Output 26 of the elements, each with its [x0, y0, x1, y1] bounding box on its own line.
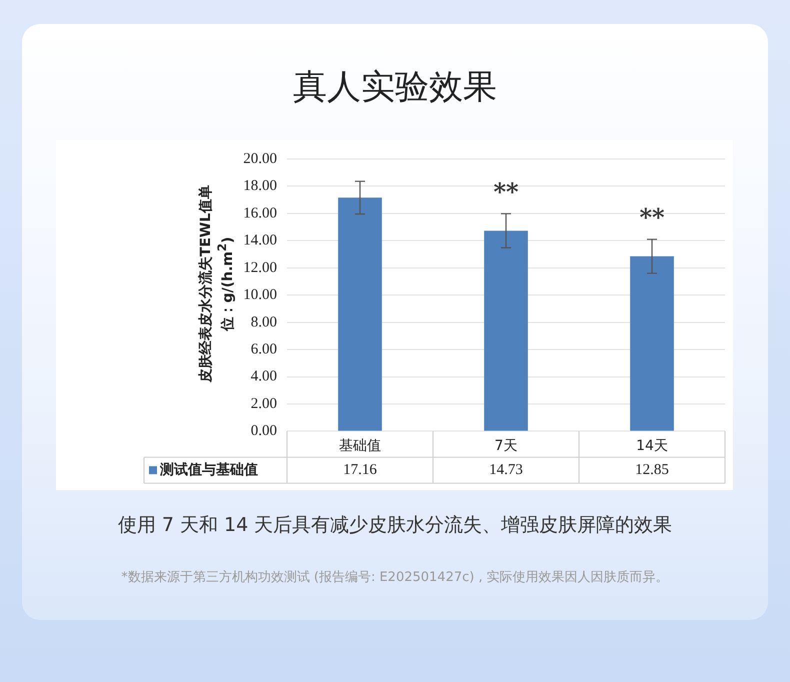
text: *数据来源于第三方机构功效测试 (报告编号: E202501427c) , 实际使用效果因人因肤质而异。: [120, 569, 670, 586]
data-label: 12.85: [635, 462, 669, 478]
chart-title: 真人实验效果: [292, 66, 498, 109]
y-tick-label: 18.00: [243, 178, 277, 194]
data-label: 17.16: [343, 462, 378, 478]
y-tick-label: 12.00: [243, 260, 277, 276]
y-tick-label: 16.00: [243, 205, 277, 222]
y-tick-label: 10.00: [243, 287, 277, 304]
annotation: **: [493, 176, 519, 206]
x-tick-label: 7天: [494, 438, 518, 454]
bar: [338, 198, 382, 431]
y-tick-label: 20.00: [243, 150, 277, 167]
annotation: **: [639, 202, 665, 232]
x-tick-label: 基础值: [339, 438, 381, 454]
bar: [630, 256, 674, 431]
data-label: 14.73: [489, 462, 523, 478]
legend-label: 测试值与基础值: [159, 462, 258, 478]
y-tick-label: 14.00: [243, 232, 277, 249]
y-tick-label: 0.00: [250, 423, 277, 440]
y-tick-label: 6.00: [250, 341, 277, 358]
text: 使用 7 天和 14 天后具有减少皮肤水分流失、增强皮肤屏障的效果: [116, 513, 674, 538]
y-tick-label: 2.00: [250, 396, 277, 412]
y-tick-label: 8.00: [250, 314, 277, 330]
bar: [484, 230, 528, 431]
x-tick-label: 14天: [636, 438, 668, 454]
y-tick-label: 4.00: [250, 368, 277, 385]
